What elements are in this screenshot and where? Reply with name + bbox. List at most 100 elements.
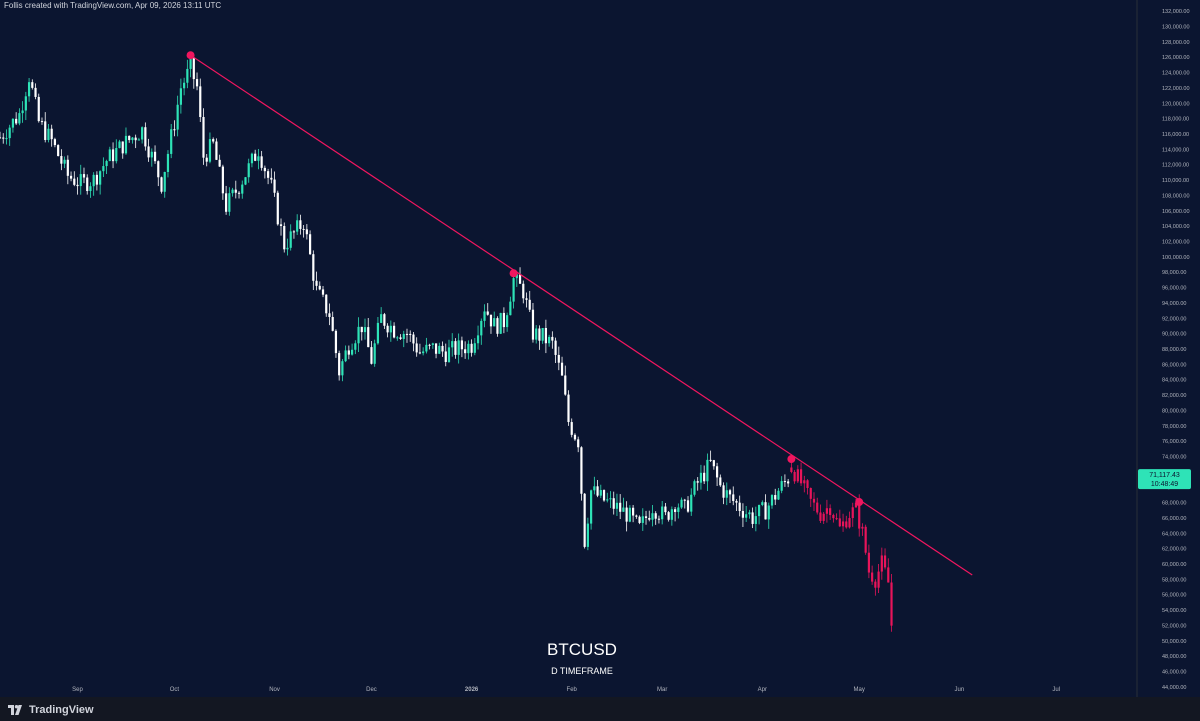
candle-body — [774, 495, 777, 500]
candle-body — [438, 345, 441, 354]
candle-body — [57, 145, 60, 157]
time-tick-label: 2026 — [465, 687, 479, 693]
price-tick-label: 126,000.00 — [1162, 55, 1190, 61]
tradingview-logo-icon — [8, 705, 22, 715]
candle-body — [31, 82, 34, 88]
price-tick-label: 108,000.00 — [1162, 193, 1190, 199]
price-tick-label: 56,000.00 — [1162, 593, 1186, 599]
candle-body — [118, 141, 121, 148]
price-tick-label: 106,000.00 — [1162, 209, 1190, 215]
candle-body — [787, 481, 790, 484]
candle-body — [564, 375, 567, 395]
candle-body — [147, 146, 150, 158]
candle-body — [454, 341, 457, 355]
candle-body — [557, 354, 560, 363]
projection-candle-body — [864, 526, 867, 553]
candle-body — [496, 318, 499, 334]
candle-body — [670, 509, 673, 520]
candle-body — [115, 147, 118, 162]
bar-countdown: 10:48:49 — [1151, 481, 1178, 488]
tradingview-brand[interactable]: TradingView — [8, 704, 94, 716]
candle-body — [515, 274, 518, 279]
price-axis[interactable]: 44,000.00 46,000.00 48,000.00 50,000.00 52,0… — [1162, 9, 1190, 691]
candle-body — [386, 325, 389, 333]
candle-body — [405, 333, 409, 335]
candle-body — [583, 493, 586, 547]
price-tick-label: 112,000.00 — [1162, 163, 1189, 169]
price-tick-label: 52,000.00 — [1162, 623, 1186, 629]
candle-body — [551, 336, 554, 341]
price-tick-label: 110,000.00 — [1162, 178, 1189, 184]
candle-body — [66, 159, 69, 176]
candles — [0, 52, 790, 551]
candle-body — [18, 113, 21, 124]
candle-body — [383, 314, 386, 326]
candle-body — [89, 186, 92, 192]
candle-body — [305, 229, 308, 235]
candle-body — [735, 500, 738, 503]
candle-body — [8, 127, 11, 139]
price-tick-label: 118,000.00 — [1162, 117, 1189, 123]
candle-body — [357, 326, 360, 344]
price-tick-label: 84,000.00 — [1162, 378, 1186, 384]
candle-body — [764, 502, 767, 520]
candle-body — [392, 325, 396, 338]
price-tick-label: 54,000.00 — [1162, 608, 1186, 614]
chart-title: BTCUSD — [547, 640, 617, 659]
candle-body — [683, 499, 686, 501]
candle-body — [221, 166, 224, 194]
candle-body — [292, 231, 296, 233]
candle-body — [680, 499, 683, 508]
projection-candle-body — [803, 480, 806, 484]
candle-body — [651, 513, 654, 520]
candle-body — [725, 490, 728, 498]
candle-body — [599, 490, 602, 496]
trendline[interactable] — [190, 54, 973, 576]
candle-body — [263, 167, 266, 172]
candle-body — [44, 121, 47, 140]
candle-body — [434, 343, 438, 354]
candle-body — [363, 327, 367, 333]
candle-body — [273, 179, 276, 193]
candle-body — [192, 58, 195, 80]
price-tick-label: 46,000.00 — [1162, 669, 1186, 675]
candle-body — [657, 518, 661, 520]
price-tick-label: 96,000.00 — [1162, 286, 1186, 292]
projection-candle-body — [790, 467, 793, 472]
candle-body — [428, 344, 431, 346]
candle-body — [483, 311, 486, 321]
candle-body — [121, 141, 124, 154]
candle-body — [218, 159, 221, 167]
candle-body — [215, 141, 218, 160]
candle-body — [451, 341, 454, 348]
candle-body — [677, 507, 680, 512]
candle-body — [409, 333, 412, 335]
candle-body — [11, 118, 15, 128]
candle-body — [189, 58, 192, 69]
price-tick-label: 92,000.00 — [1162, 316, 1186, 322]
candle-body — [47, 128, 50, 140]
candle-body — [380, 314, 383, 323]
candle-body — [334, 330, 338, 354]
candle-body — [241, 184, 244, 194]
candle-body — [748, 512, 751, 515]
candle-body — [732, 494, 735, 501]
candle-body — [176, 104, 179, 130]
candle-body — [441, 345, 444, 352]
candle-body — [783, 481, 787, 483]
candle-body — [344, 350, 347, 362]
projection-candle-body — [816, 502, 819, 513]
brand-name: TradingView — [29, 704, 94, 716]
price-tick-label: 86,000.00 — [1162, 362, 1186, 368]
candle-body — [518, 274, 522, 284]
candle-body — [560, 362, 564, 376]
candle-body — [338, 353, 341, 376]
candle-body — [231, 189, 234, 194]
projection-candle-body — [858, 502, 861, 529]
candle-body — [15, 118, 18, 124]
time-axis[interactable]: Sep Oct Nov Dec 2026 Feb Mar Apr May Jun Jul — [72, 687, 1060, 693]
price-tick-label: 82,000.00 — [1162, 393, 1186, 399]
candle-body — [105, 161, 108, 167]
candle-body — [150, 151, 153, 158]
